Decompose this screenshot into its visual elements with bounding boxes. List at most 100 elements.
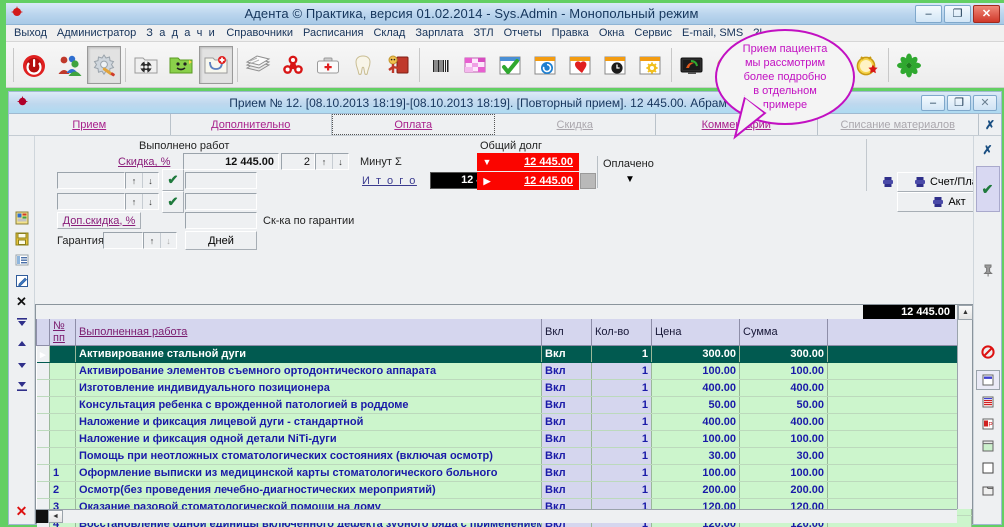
icq-flower-icon[interactable]: [892, 46, 926, 84]
menu-item-spravochniki[interactable]: Справочники: [226, 27, 293, 39]
mdi-minimize-button[interactable]: –: [921, 94, 945, 111]
cell-qty[interactable]: 1: [591, 379, 652, 397]
cell-qty[interactable]: 1: [591, 464, 652, 482]
menu-item-servis[interactable]: Сервис: [634, 27, 673, 39]
tab-oplata[interactable]: Оплата: [332, 114, 495, 135]
field-c-value[interactable]: [185, 212, 257, 229]
dolg-top-row[interactable]: ▼ 12 445.00: [477, 153, 579, 171]
panel-blue-icon[interactable]: [975, 370, 1000, 390]
skidka1-value[interactable]: [57, 172, 125, 189]
list-icon[interactable]: [11, 250, 33, 269]
cancel-x-icon[interactable]: ✕: [15, 503, 28, 519]
field-a-value[interactable]: [185, 172, 257, 189]
vypolneno-rabot-value[interactable]: 12 445.00: [183, 153, 279, 170]
minut-value[interactable]: 2: [281, 153, 315, 170]
vertical-scrollbar[interactable]: ▲: [957, 305, 973, 509]
cell-vkl[interactable]: Вкл: [541, 362, 592, 380]
row-handle[interactable]: [36, 413, 50, 431]
delete-x-icon[interactable]: ✕: [16, 293, 27, 309]
dney-button[interactable]: Дней: [185, 231, 257, 250]
menu-item-zarplata[interactable]: Зарплата: [415, 27, 464, 39]
menu-item-raspisaniya[interactable]: Расписания: [303, 27, 364, 39]
last-record-icon[interactable]: [11, 376, 33, 395]
next-record-icon[interactable]: [11, 355, 33, 374]
tab-skidka[interactable]: Скидка: [495, 114, 656, 135]
table-row[interactable]: Активирование элементов съемного ортодон…: [36, 362, 972, 380]
dolg-swatch[interactable]: [580, 173, 596, 189]
menu-item-administrator[interactable]: Администратор: [56, 27, 137, 39]
documents-stack-icon[interactable]: [241, 46, 275, 84]
tab-dopolnitelno[interactable]: Дополнительно: [171, 114, 332, 135]
users-icon[interactable]: [52, 46, 86, 84]
close-button[interactable]: ✕: [973, 4, 1000, 23]
oplacheno-dropdown[interactable]: ▼: [598, 170, 662, 188]
row-handle[interactable]: [36, 481, 50, 499]
calendar-clock-icon[interactable]: [598, 46, 632, 84]
close-x-icon[interactable]: ✗: [982, 143, 993, 157]
edit-note-icon[interactable]: [11, 271, 33, 290]
row-handle[interactable]: [36, 396, 50, 414]
cell-qty[interactable]: 1: [591, 396, 652, 414]
menu-item-okna[interactable]: Окна: [598, 27, 625, 39]
table-row[interactable]: Наложение и фиксация одной детали NiTi-д…: [36, 430, 972, 448]
skidka1-apply-button[interactable]: ✔: [162, 169, 184, 191]
col-price[interactable]: Цена: [651, 319, 740, 346]
col-qty[interactable]: Кол-во: [591, 319, 652, 346]
menu-item-ztl[interactable]: ЗТЛ: [473, 27, 494, 39]
biohazard-icon[interactable]: [276, 46, 310, 84]
cell-qty[interactable]: 1: [591, 447, 652, 465]
table-row[interactable]: Помощь при неотложных стоматологических …: [36, 447, 972, 465]
confirm-check-icon[interactable]: ✔: [975, 166, 1000, 212]
clock-star-icon[interactable]: [850, 46, 884, 84]
garantiya-spin-up[interactable]: ↑: [149, 235, 155, 246]
minimize-button[interactable]: –: [915, 4, 942, 23]
mdi-restore-button[interactable]: ❐: [947, 94, 971, 111]
cell-vkl[interactable]: Вкл: [541, 464, 592, 482]
skidka1-spin-up[interactable]: ↑: [131, 175, 137, 186]
monitor-icon[interactable]: [675, 46, 709, 84]
scroll-left-arrow[interactable]: ◄: [48, 510, 63, 523]
row-handle[interactable]: [36, 430, 50, 448]
table-row[interactable]: 1 Оформление выписки из медицинской карт…: [36, 464, 972, 482]
panel-green-icon[interactable]: [976, 436, 1000, 456]
prev-record-icon[interactable]: [11, 334, 33, 353]
panel-white-icon[interactable]: [976, 458, 1000, 478]
col-work[interactable]: Выполненная работа: [75, 319, 542, 346]
barcode-icon[interactable]: [423, 46, 457, 84]
field-b-value[interactable]: [185, 193, 257, 210]
menu-item-vyhod[interactable]: Выход: [14, 27, 47, 39]
scroll-up-arrow[interactable]: ▲: [958, 305, 973, 320]
save-icon[interactable]: [11, 229, 33, 248]
red-person-icon[interactable]: [381, 46, 415, 84]
row-handle[interactable]: [36, 464, 50, 482]
menu-item-otchety[interactable]: Отчеты: [503, 27, 542, 39]
panel-p-icon[interactable]: P: [976, 414, 1000, 434]
cell-vkl[interactable]: Вкл: [541, 481, 592, 499]
cell-qty[interactable]: 1: [591, 362, 652, 380]
row-handle[interactable]: [36, 362, 50, 380]
menu-item-email-sms[interactable]: E-mail, SMS: [682, 27, 744, 39]
power-icon[interactable]: [17, 46, 51, 84]
skidka2-apply-button[interactable]: ✔: [162, 191, 184, 213]
garantiya-value[interactable]: [103, 232, 143, 249]
calendar-check-icon[interactable]: [493, 46, 527, 84]
pin-icon[interactable]: [976, 260, 1000, 280]
first-aid-kit-icon[interactable]: [311, 46, 345, 84]
tab-spisanie-materialov[interactable]: Списание материалов: [818, 114, 979, 135]
calendar-refresh-icon[interactable]: [528, 46, 562, 84]
col-sum[interactable]: Сумма: [739, 319, 828, 346]
garantiya-spin-down[interactable]: ↓: [160, 233, 176, 248]
cell-vkl[interactable]: Вкл: [541, 430, 592, 448]
minut-spin-up[interactable]: ↑: [321, 156, 327, 167]
dolg-bottom-row[interactable]: ▶ 12 445.00: [477, 172, 579, 190]
dop-skidka-button[interactable]: Доп.скидка, %: [57, 212, 141, 229]
face-folder-icon[interactable]: [164, 46, 198, 84]
table-row[interactable]: ▸ Активирование стальной дуги Вкл 1 300.…: [36, 345, 972, 363]
row-handle[interactable]: [36, 447, 50, 465]
cell-vkl[interactable]: Вкл: [541, 345, 592, 363]
panel-red-icon[interactable]: [976, 392, 1000, 412]
cell-vkl[interactable]: Вкл: [541, 447, 592, 465]
forbidden-icon[interactable]: [976, 342, 1000, 362]
skidka1-spin-down[interactable]: ↓: [142, 173, 158, 188]
report-colored-icon[interactable]: [11, 208, 33, 227]
